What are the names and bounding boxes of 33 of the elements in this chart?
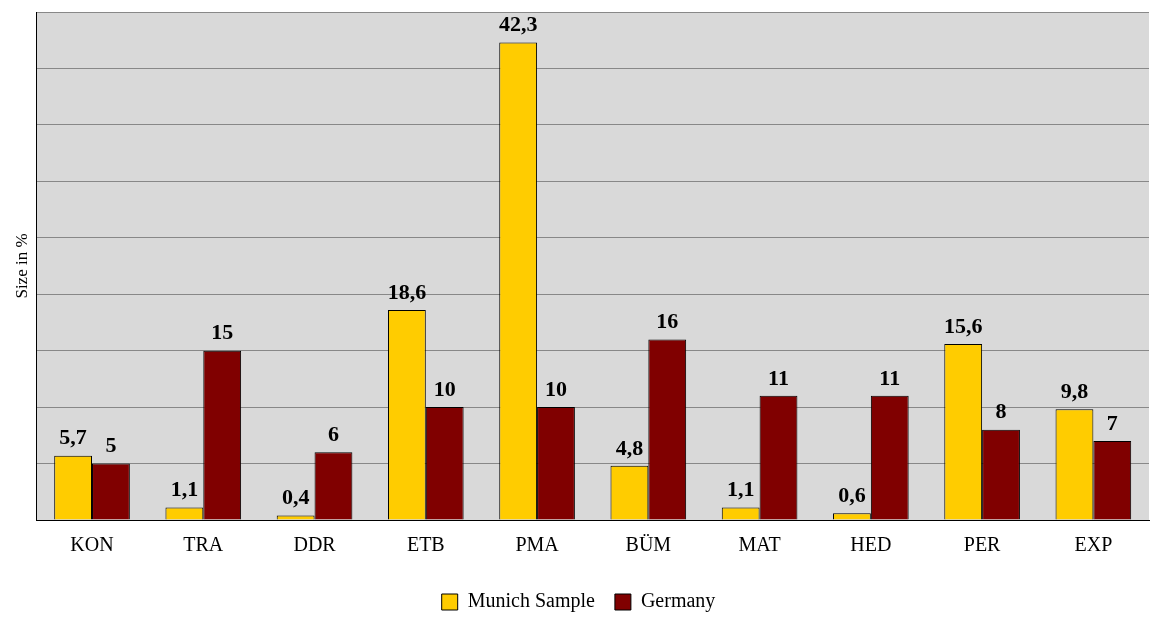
legend-label: Munich Sample: [467, 589, 596, 613]
data-label: 15,6: [943, 312, 983, 338]
data-label: 10: [544, 375, 567, 401]
data-label: 4,8: [615, 434, 644, 460]
data-label: 16: [656, 308, 679, 334]
data-label: 9,8: [1060, 378, 1089, 404]
x-tick-label: ETB: [406, 533, 445, 556]
x-tick-label: HED: [850, 533, 892, 556]
data-label: 7: [1106, 409, 1118, 435]
data-label: 15: [211, 319, 234, 345]
data-label: 0,6: [838, 481, 866, 507]
x-tick-label: PMA: [515, 533, 560, 556]
x-tick-label: BÜM: [625, 533, 672, 556]
data-label: 5: [105, 432, 117, 458]
data-label: 8: [995, 398, 1007, 424]
data-label: 18,6: [387, 278, 427, 304]
data-label: 6: [327, 420, 339, 446]
data-label: 5,7: [59, 424, 87, 450]
x-tick-label: PER: [963, 533, 1002, 556]
legend-label: Germany: [640, 589, 716, 613]
data-label: 42,3: [498, 11, 538, 37]
data-label: 0,4: [281, 484, 310, 510]
x-tick-label: TRA: [183, 533, 224, 556]
data-label: 11: [879, 364, 901, 390]
x-tick-label: EXP: [1074, 533, 1113, 556]
data-label: 1,1: [170, 476, 199, 502]
x-tick-label: DDR: [293, 533, 337, 556]
x-tick-label: MAT: [738, 533, 781, 556]
data-label: 1,1: [726, 476, 755, 502]
data-label: 10: [433, 375, 456, 401]
x-tick-label: KON: [70, 533, 114, 556]
y-axis-title: Size in %: [11, 233, 31, 299]
data-label: 11: [768, 364, 789, 390]
